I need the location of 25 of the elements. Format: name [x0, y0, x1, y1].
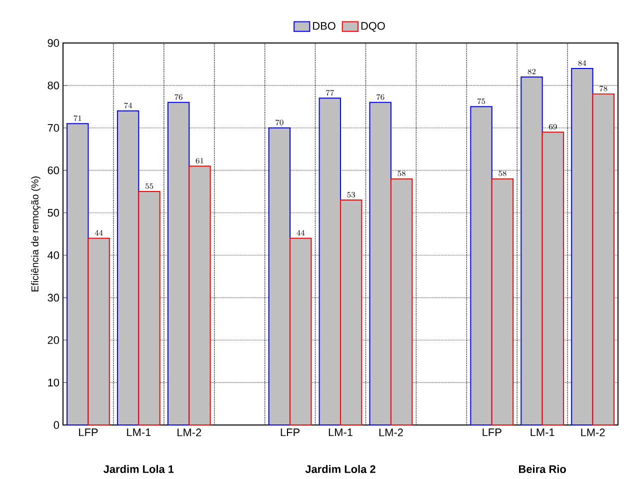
y-tick-label: 70 — [48, 124, 60, 132]
y-tick-label: 10 — [48, 378, 60, 386]
y-tick-label: 80 — [48, 82, 60, 90]
legend-label: DBO — [313, 22, 336, 30]
text: Jardim Lola 2 — [305, 464, 376, 474]
y-axis-title: Eficiência de remoção (%) — [31, 176, 40, 292]
x-tick-label: LFP — [482, 428, 502, 436]
text: Jardim Lola 1 — [104, 464, 174, 474]
y-tick-label: 30 — [48, 294, 60, 302]
y-tick-label: 60 — [48, 166, 60, 174]
x-tick-label: LM-1 — [530, 428, 554, 436]
y-tick-label: 90 — [48, 39, 60, 47]
y-tick-label: 40 — [48, 251, 60, 260]
x-tick-label: LM-2 — [379, 428, 403, 436]
x-tick-label: LM-1 — [328, 428, 352, 436]
x-tick-label: LM-2 — [581, 428, 605, 436]
x-tick-label: LM-1 — [127, 428, 151, 436]
x-tick-label: LFP — [280, 428, 300, 436]
x-tick-label: LM-2 — [178, 428, 202, 436]
y-tick-label: 50 — [48, 208, 60, 217]
text: Beira Rio — [519, 464, 566, 474]
legend-label: DQO — [361, 22, 385, 32]
y-tick-label: 20 — [48, 336, 60, 344]
y-tick-label: 0 — [54, 421, 60, 429]
x-tick-label: LFP — [79, 428, 98, 436]
